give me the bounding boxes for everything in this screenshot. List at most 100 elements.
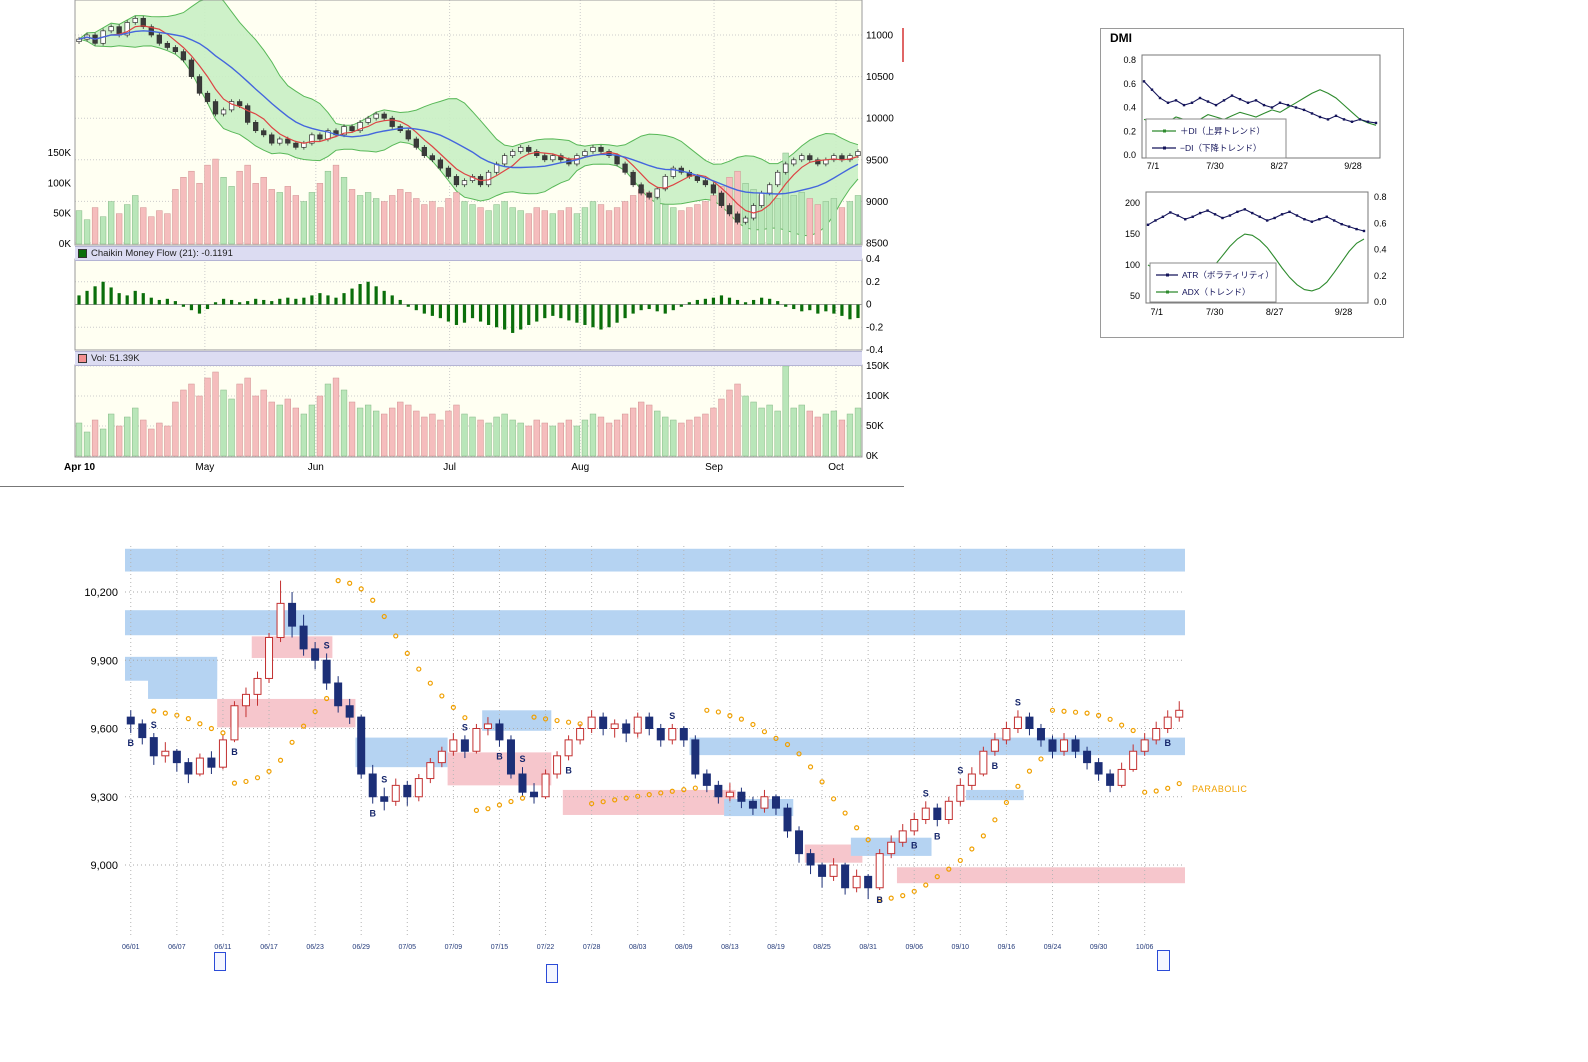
svg-text:200: 200 xyxy=(1125,198,1140,208)
svg-text:100K: 100K xyxy=(866,391,890,402)
svg-text:8/27: 8/27 xyxy=(1266,307,1284,317)
svg-text:B: B xyxy=(231,747,238,757)
svg-text:10/06: 10/06 xyxy=(1136,944,1154,951)
svg-text:B: B xyxy=(911,840,918,850)
svg-text:B: B xyxy=(1164,738,1171,748)
cmf-panel-label: Chaikin Money Flow (21): -0.1191 xyxy=(91,248,233,259)
flag-marker xyxy=(1157,950,1170,971)
svg-text:0.2: 0.2 xyxy=(866,277,880,288)
svg-text:7/30: 7/30 xyxy=(1206,307,1224,317)
flag-marker xyxy=(546,964,558,983)
svg-text:Jun: Jun xyxy=(308,462,324,473)
svg-text:08/31: 08/31 xyxy=(859,944,877,951)
svg-text:0.8: 0.8 xyxy=(1374,192,1387,202)
svg-text:50K: 50K xyxy=(53,209,71,220)
svg-text:S: S xyxy=(462,722,468,732)
svg-text:100K: 100K xyxy=(48,178,72,189)
dmi-panel xyxy=(1100,28,1404,338)
svg-text:S: S xyxy=(151,720,157,730)
svg-text:0.4: 0.4 xyxy=(1123,103,1136,113)
svg-text:09/10: 09/10 xyxy=(952,944,970,951)
svg-text:0.4: 0.4 xyxy=(1374,245,1387,255)
svg-text:9500: 9500 xyxy=(866,155,889,166)
svg-text:B: B xyxy=(496,752,503,762)
svg-text:Aug: Aug xyxy=(571,462,589,473)
svg-text:0.0: 0.0 xyxy=(1123,150,1136,160)
svg-text:S: S xyxy=(957,766,963,776)
svg-text:10,200: 10,200 xyxy=(84,587,118,599)
svg-text:Apr 10: Apr 10 xyxy=(64,462,96,473)
volume-panel-label: Vol: 51.39K xyxy=(91,353,140,364)
volume-swatch-icon xyxy=(78,354,87,363)
svg-text:0.2: 0.2 xyxy=(1123,126,1136,136)
svg-text:0.2: 0.2 xyxy=(1374,271,1387,281)
svg-text:9,000: 9,000 xyxy=(90,860,118,872)
svg-text:Jul: Jul xyxy=(443,462,456,473)
svg-text:07/05: 07/05 xyxy=(399,944,417,951)
svg-text:ATR（ボラティリティ）: ATR（ボラティリティ） xyxy=(1182,270,1274,280)
svg-text:50: 50 xyxy=(1130,291,1140,301)
svg-text:S: S xyxy=(324,640,330,650)
svg-text:-0.2: -0.2 xyxy=(866,322,884,333)
svg-text:0.4: 0.4 xyxy=(866,254,880,265)
svg-text:09/24: 09/24 xyxy=(1044,944,1062,951)
svg-text:B: B xyxy=(565,765,572,775)
svg-text:150K: 150K xyxy=(48,148,72,159)
svg-text:7/1: 7/1 xyxy=(1150,307,1163,317)
svg-text:0.6: 0.6 xyxy=(1374,218,1387,228)
svg-text:9,900: 9,900 xyxy=(90,655,118,667)
svg-text:06/01: 06/01 xyxy=(122,944,140,951)
svg-text:150: 150 xyxy=(1125,229,1140,239)
svg-text:09/06: 09/06 xyxy=(905,944,923,951)
svg-text:10500: 10500 xyxy=(866,72,894,83)
svg-text:8/27: 8/27 xyxy=(1271,161,1289,171)
svg-text:＋DI（上昇トレンド）: ＋DI（上昇トレンド） xyxy=(1180,126,1265,136)
svg-text:Sep: Sep xyxy=(705,462,723,473)
svg-text:0K: 0K xyxy=(59,239,72,250)
svg-text:50K: 50K xyxy=(866,421,884,432)
svg-text:S: S xyxy=(381,775,387,785)
svg-text:ADX（トレンド）: ADX（トレンド） xyxy=(1182,287,1250,297)
panel-separator xyxy=(0,486,904,487)
svg-text:06/07: 06/07 xyxy=(168,944,186,951)
svg-text:07/28: 07/28 xyxy=(583,944,601,951)
svg-text:100: 100 xyxy=(1125,260,1140,270)
svg-text:08/19: 08/19 xyxy=(767,944,785,951)
svg-text:06/23: 06/23 xyxy=(306,944,324,951)
svg-text:B: B xyxy=(876,895,883,905)
svg-text:S: S xyxy=(923,788,929,798)
svg-text:-0.4: -0.4 xyxy=(866,345,884,356)
svg-text:S: S xyxy=(1015,697,1021,707)
svg-text:May: May xyxy=(195,462,214,473)
svg-text:B: B xyxy=(369,809,376,819)
svg-text:06/17: 06/17 xyxy=(260,944,278,951)
svg-text:Oct: Oct xyxy=(828,462,844,473)
cmf-swatch-icon xyxy=(78,249,87,258)
svg-text:08/03: 08/03 xyxy=(629,944,647,951)
svg-text:06/29: 06/29 xyxy=(352,944,370,951)
svg-text:B: B xyxy=(992,761,999,771)
svg-text:10000: 10000 xyxy=(866,114,894,125)
svg-text:9/28: 9/28 xyxy=(1335,307,1353,317)
flag-marker xyxy=(214,952,226,971)
svg-text:0.8: 0.8 xyxy=(1123,55,1136,65)
parabolic-label: PARABOLIC xyxy=(1192,784,1248,794)
svg-text:07/15: 07/15 xyxy=(491,944,509,951)
svg-text:07/22: 07/22 xyxy=(537,944,555,951)
svg-text:0.0: 0.0 xyxy=(1374,297,1387,307)
svg-text:B: B xyxy=(934,831,941,841)
svg-text:08/13: 08/13 xyxy=(721,944,739,951)
dmi-panel-title: DMI xyxy=(1110,31,1132,45)
svg-text:9/28: 9/28 xyxy=(1344,161,1362,171)
volume-panel-header: Vol: 51.39K xyxy=(75,351,862,366)
svg-text:0.6: 0.6 xyxy=(1123,79,1136,89)
svg-text:S: S xyxy=(669,711,675,721)
svg-text:9,600: 9,600 xyxy=(90,724,118,736)
svg-text:150K: 150K xyxy=(866,361,890,372)
svg-text:S: S xyxy=(519,754,525,764)
svg-text:9,300: 9,300 xyxy=(90,792,118,804)
svg-text:07/09: 07/09 xyxy=(445,944,463,951)
svg-text:8500: 8500 xyxy=(866,239,889,250)
